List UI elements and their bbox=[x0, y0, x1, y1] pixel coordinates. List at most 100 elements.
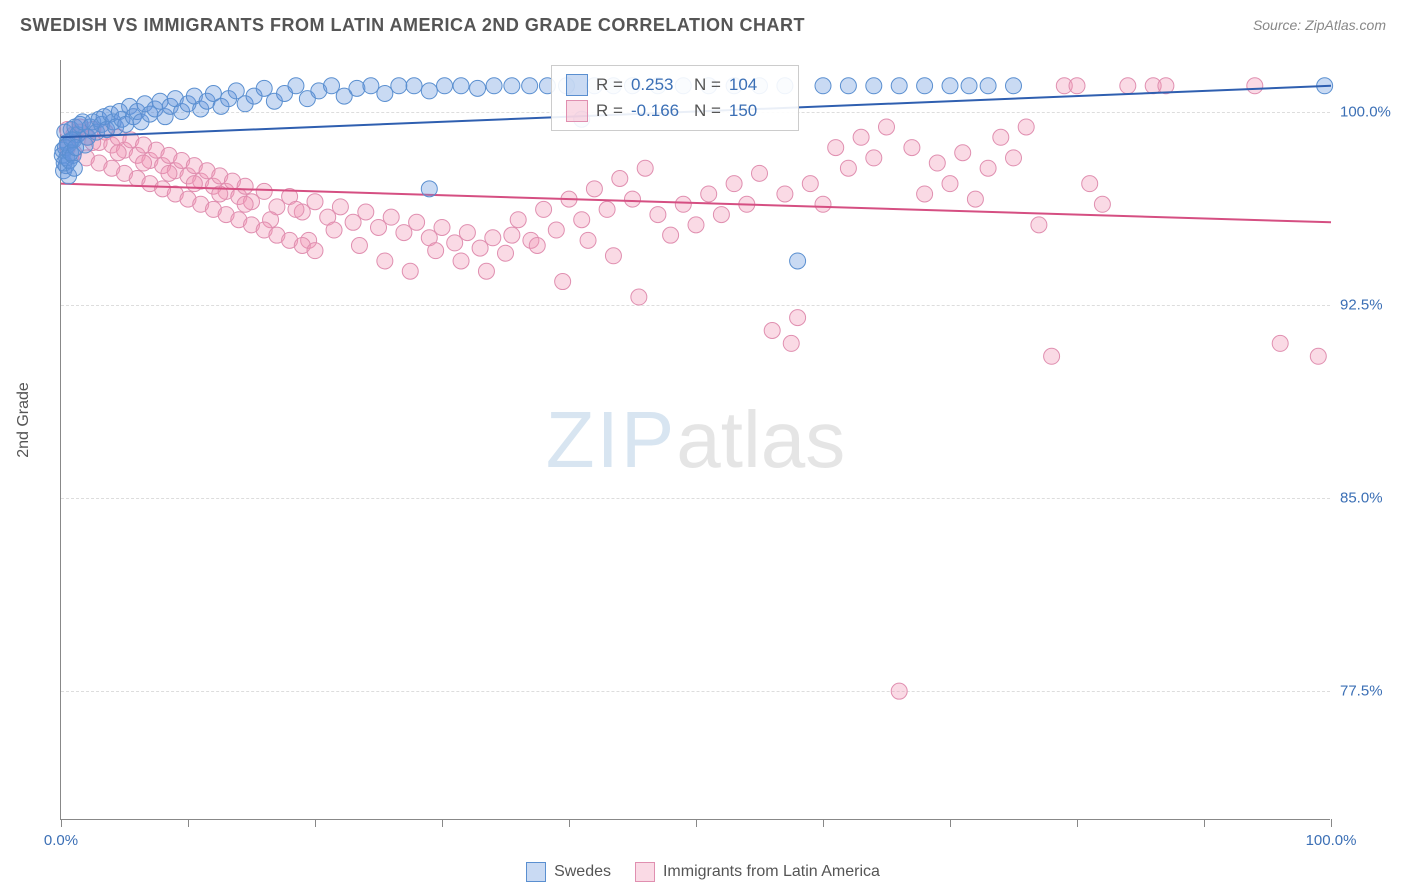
x-tick-label: 100.0% bbox=[1306, 832, 1357, 849]
scatter-point-swedes bbox=[349, 80, 365, 96]
scatter-point-immigrants bbox=[701, 186, 717, 202]
scatter-point-immigrants bbox=[1310, 348, 1326, 364]
scatter-point-immigrants bbox=[764, 323, 780, 339]
scatter-point-immigrants bbox=[675, 196, 691, 212]
plot-area: ZIPatlas 77.5%85.0%92.5%100.0% R = 0.253… bbox=[60, 60, 1330, 820]
swatch-immigrants bbox=[566, 100, 588, 122]
scatter-point-immigrants bbox=[1044, 348, 1060, 364]
scatter-point-swedes bbox=[790, 253, 806, 269]
scatter-point-immigrants bbox=[955, 145, 971, 161]
scatter-point-swedes bbox=[891, 78, 907, 94]
scatter-point-immigrants bbox=[510, 212, 526, 228]
bottom-legend: Swedes Immigrants from Latin America bbox=[0, 862, 1406, 882]
scatter-point-swedes bbox=[453, 78, 469, 94]
scatter-point-immigrants bbox=[879, 119, 895, 135]
scatter-point-swedes bbox=[288, 78, 304, 94]
scatter-point-immigrants bbox=[402, 263, 418, 279]
chart-header: SWEDISH VS IMMIGRANTS FROM LATIN AMERICA… bbox=[0, 0, 1406, 50]
x-tick bbox=[1077, 819, 1078, 827]
y-tick-label: 77.5% bbox=[1340, 683, 1400, 700]
scatter-point-immigrants bbox=[605, 248, 621, 264]
r-label: R = bbox=[596, 75, 623, 95]
scatter-point-immigrants bbox=[904, 140, 920, 156]
x-tick bbox=[1204, 819, 1205, 827]
scatter-point-swedes bbox=[917, 78, 933, 94]
scatter-point-immigrants bbox=[777, 186, 793, 202]
x-tick bbox=[950, 819, 951, 827]
scatter-point-immigrants bbox=[485, 230, 501, 246]
scatter-point-immigrants bbox=[612, 171, 628, 187]
scatter-point-immigrants bbox=[574, 212, 590, 228]
y-axis-label: 2nd Grade bbox=[15, 382, 33, 458]
scatter-point-immigrants bbox=[586, 181, 602, 197]
x-tick bbox=[442, 819, 443, 827]
scatter-point-immigrants bbox=[840, 160, 856, 176]
scatter-point-swedes bbox=[406, 78, 422, 94]
scatter-point-swedes bbox=[522, 78, 538, 94]
scatter-point-swedes bbox=[363, 78, 379, 94]
legend-swatch-swedes bbox=[526, 862, 546, 882]
scatter-point-swedes bbox=[866, 78, 882, 94]
scatter-point-immigrants bbox=[942, 176, 958, 192]
scatter-point-immigrants bbox=[332, 199, 348, 215]
x-tick bbox=[569, 819, 570, 827]
legend-item-immigrants: Immigrants from Latin America bbox=[635, 862, 880, 882]
scatter-point-immigrants bbox=[326, 222, 342, 238]
scatter-point-immigrants bbox=[783, 335, 799, 351]
scatter-point-immigrants bbox=[625, 191, 641, 207]
source-attribution: Source: ZipAtlas.com bbox=[1253, 17, 1386, 33]
scatter-point-immigrants bbox=[548, 222, 564, 238]
legend-swatch-immigrants bbox=[635, 862, 655, 882]
scatter-point-swedes bbox=[377, 85, 393, 101]
x-tick bbox=[188, 819, 189, 827]
scatter-point-immigrants bbox=[1006, 150, 1022, 166]
scatter-point-swedes bbox=[486, 78, 502, 94]
n-label: N = bbox=[694, 101, 721, 121]
scatter-point-immigrants bbox=[536, 201, 552, 217]
scatter-point-immigrants bbox=[802, 176, 818, 192]
scatter-point-swedes bbox=[980, 78, 996, 94]
scatter-point-immigrants bbox=[396, 225, 412, 241]
scatter-point-immigrants bbox=[1120, 78, 1136, 94]
y-tick-label: 92.5% bbox=[1340, 296, 1400, 313]
n-value-swedes: 104 bbox=[729, 75, 784, 95]
scatter-point-immigrants bbox=[555, 274, 571, 290]
scatter-point-immigrants bbox=[161, 165, 177, 181]
scatter-point-immigrants bbox=[1082, 176, 1098, 192]
scatter-point-immigrants bbox=[1069, 78, 1085, 94]
scatter-point-immigrants bbox=[136, 155, 152, 171]
x-tick-label: 0.0% bbox=[44, 832, 78, 849]
scatter-point-immigrants bbox=[1094, 196, 1110, 212]
scatter-point-immigrants bbox=[599, 201, 615, 217]
scatter-point-swedes bbox=[470, 80, 486, 96]
scatter-point-immigrants bbox=[790, 310, 806, 326]
x-tick bbox=[696, 819, 697, 827]
scatter-point-immigrants bbox=[993, 129, 1009, 145]
scatter-point-immigrants bbox=[498, 245, 514, 261]
x-tick bbox=[61, 819, 62, 827]
scatter-point-immigrants bbox=[967, 191, 983, 207]
scatter-point-immigrants bbox=[891, 683, 907, 699]
swatch-swedes bbox=[566, 74, 588, 96]
r-label: R = bbox=[596, 101, 623, 121]
scatter-point-immigrants bbox=[815, 196, 831, 212]
scatter-point-immigrants bbox=[288, 201, 304, 217]
r-value-swedes: 0.253 bbox=[631, 75, 686, 95]
scatter-point-immigrants bbox=[409, 214, 425, 230]
scatter-point-immigrants bbox=[1247, 78, 1263, 94]
scatter-point-immigrants bbox=[917, 186, 933, 202]
chart-title: SWEDISH VS IMMIGRANTS FROM LATIN AMERICA… bbox=[20, 15, 805, 36]
scatter-point-immigrants bbox=[351, 237, 367, 253]
scatter-point-swedes bbox=[256, 80, 272, 96]
scatter-point-immigrants bbox=[307, 194, 323, 210]
scatter-point-swedes bbox=[391, 78, 407, 94]
scatter-point-swedes bbox=[961, 78, 977, 94]
legend-item-swedes: Swedes bbox=[526, 862, 611, 882]
y-tick-label: 85.0% bbox=[1340, 489, 1400, 506]
scatter-point-immigrants bbox=[1272, 335, 1288, 351]
y-tick-label: 100.0% bbox=[1340, 103, 1400, 120]
scatter-point-swedes bbox=[66, 160, 82, 176]
scatter-point-swedes bbox=[421, 83, 437, 99]
scatter-point-immigrants bbox=[663, 227, 679, 243]
r-value-immigrants: -0.166 bbox=[631, 101, 686, 121]
